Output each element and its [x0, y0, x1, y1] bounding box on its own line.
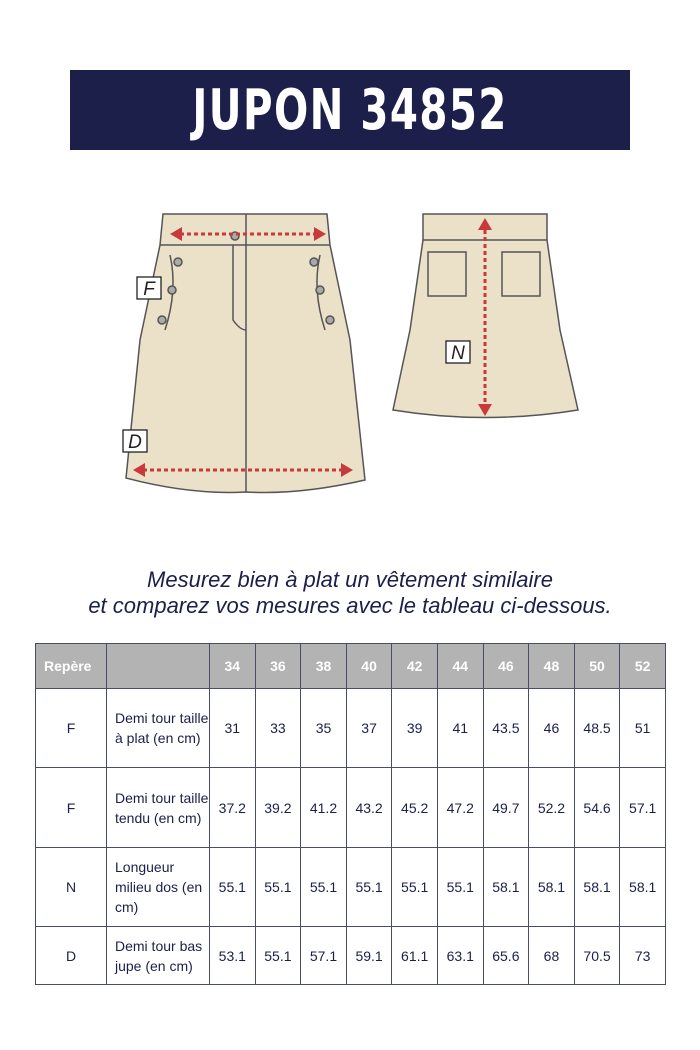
header-size: 38	[300, 643, 347, 689]
row-value: 49.7	[482, 767, 530, 848]
table-row: D Demi tour bas jupe (en cm) 53.1 55.1 57.1 5…	[35, 926, 666, 985]
row-value: 41	[436, 688, 484, 768]
row-description: Longueur milieu dos (en cm)	[106, 847, 210, 927]
row-value: 35	[300, 688, 347, 768]
marker-f: F	[143, 279, 156, 300]
header-size: 46	[482, 643, 530, 689]
row-value: 55.1	[345, 847, 393, 927]
row-value: 39	[391, 688, 438, 768]
row-value: 47.2	[436, 767, 484, 848]
table-row: F Demi tour taille tendu (en cm) 37.2 39.2 4…	[35, 767, 666, 848]
row-value: 52.2	[528, 767, 575, 848]
row-value: 57.1	[619, 767, 666, 848]
row-value: 53.1	[209, 926, 256, 985]
row-repere: N	[35, 847, 107, 927]
row-value: 70.5	[573, 926, 621, 985]
row-repere: D	[35, 926, 107, 985]
row-description: Demi tour taille tendu (en cm)	[106, 767, 210, 848]
header-size: 50	[573, 643, 621, 689]
row-description: Demi tour bas jupe (en cm)	[106, 926, 210, 985]
row-value: 55.1	[254, 847, 302, 927]
marker-f-box	[136, 276, 162, 300]
size-table: Repère 34 36 38 40 42 44 46 48 50 52 F Demi tour t…	[35, 643, 666, 985]
header-size: 44	[436, 643, 484, 689]
front-skirt-drawing	[125, 213, 366, 494]
row-value: 48.5	[573, 688, 621, 768]
row-value: 55.1	[436, 847, 484, 927]
row-value: 31	[209, 688, 256, 768]
header-size: 42	[391, 643, 438, 689]
row-value: 61.1	[391, 926, 438, 985]
header-size: 34	[209, 643, 256, 689]
row-value: 65.6	[482, 926, 530, 985]
marker-n: N	[451, 343, 465, 364]
marker-d: D	[128, 432, 142, 453]
row-value: 43.5	[482, 688, 530, 768]
row-value: 39.2	[254, 767, 302, 848]
table-header-row: Repère 34 36 38 40 42 44 46 48 50 52	[35, 643, 666, 689]
marker-d-box	[122, 429, 148, 453]
instruction-line-2: et comparez vos mesures avec le tableau …	[88, 593, 612, 618]
row-value: 55.1	[254, 926, 302, 985]
row-repere: F	[35, 688, 107, 768]
header-size: 40	[345, 643, 393, 689]
header-repere: Repère	[35, 643, 107, 689]
row-value: 59.1	[345, 926, 393, 985]
row-value: 57.1	[300, 926, 347, 985]
title-banner: JUPON 34852	[70, 70, 630, 150]
row-value: 33	[254, 688, 302, 768]
row-value: 58.1	[528, 847, 575, 927]
header-size: 48	[528, 643, 575, 689]
row-description: Demi tour taille à plat (en cm)	[106, 688, 210, 768]
table-row: F Demi tour taille à plat (en cm) 31 33 35 37…	[35, 688, 666, 768]
row-repere: F	[35, 767, 107, 848]
measure-arrows	[133, 218, 492, 477]
marker-n-box	[445, 340, 471, 364]
row-value: 58.1	[573, 847, 621, 927]
header-size: 36	[254, 643, 302, 689]
row-value: 73	[619, 926, 666, 985]
row-value: 43.2	[345, 767, 393, 848]
row-value: 46	[528, 688, 575, 768]
instruction-line-1: Mesurez bien à plat un vêtement similair…	[147, 567, 553, 592]
row-value: 55.1	[300, 847, 347, 927]
row-value: 68	[528, 926, 575, 985]
row-value: 58.1	[619, 847, 666, 927]
row-value: 41.2	[300, 767, 347, 848]
row-value: 37.2	[209, 767, 256, 848]
row-value: 54.6	[573, 767, 621, 848]
row-value: 45.2	[391, 767, 438, 848]
row-value: 55.1	[209, 847, 256, 927]
row-value: 51	[619, 688, 666, 768]
row-value: 37	[345, 688, 393, 768]
page-title: JUPON 34852	[192, 77, 508, 143]
row-value: 55.1	[391, 847, 438, 927]
table-row: N Longueur milieu dos (en cm) 55.1 55.1 55.1…	[35, 847, 666, 927]
header-desc	[106, 643, 210, 689]
skirt-illustrations: F D N	[122, 213, 579, 494]
header-size: 52	[619, 643, 666, 689]
row-value: 63.1	[436, 926, 484, 985]
row-value: 58.1	[482, 847, 530, 927]
